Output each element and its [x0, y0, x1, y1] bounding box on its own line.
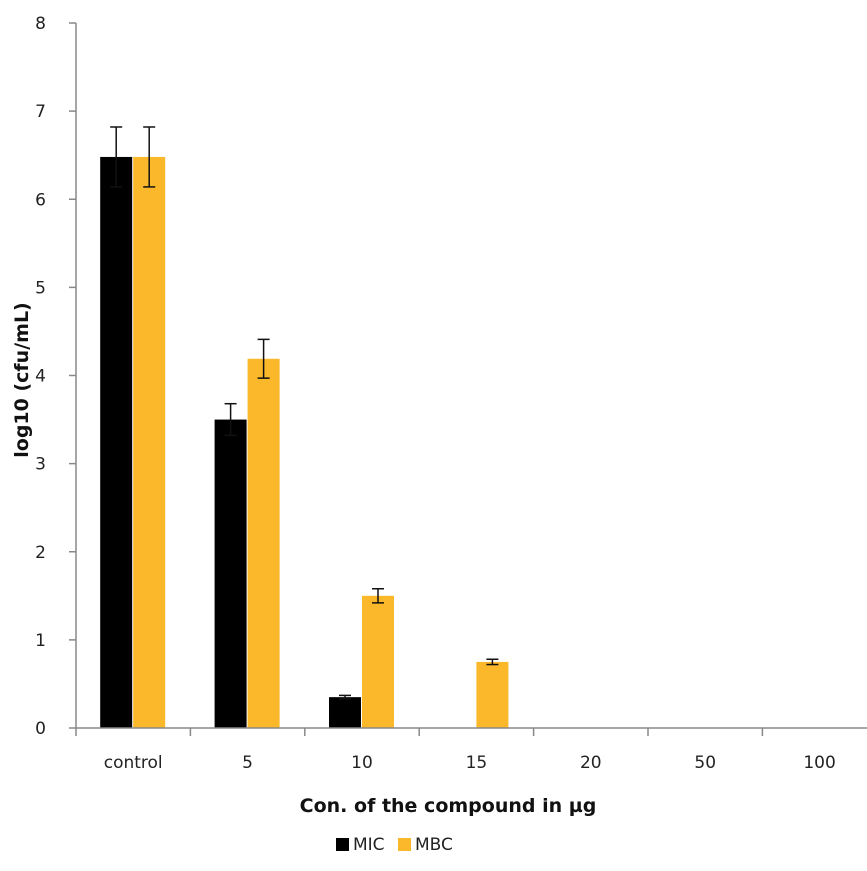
x-tick-label: 50: [694, 753, 716, 773]
bars-layer: [100, 156, 509, 728]
y-tick-label: 2: [35, 543, 46, 563]
bar-mic-control: [100, 156, 133, 728]
bar-mbc-15: [476, 661, 509, 728]
legend-swatch-mbc: [398, 838, 411, 851]
y-tick-label: 6: [35, 190, 46, 210]
error-bars-layer: [110, 126, 499, 700]
bar-mic-5: [214, 419, 247, 728]
x-tick-label: 5: [242, 753, 253, 773]
y-axis-title: log10 (cfu/mL): [11, 302, 33, 458]
y-tick-label: 7: [35, 102, 46, 122]
bar-mbc-control: [133, 156, 166, 728]
legend: MIC MBC: [336, 835, 453, 855]
ticks-layer: 0 1 2 3 4 5 6 7 8 control 5 10 15 20 50 100: [35, 14, 836, 773]
bar-mbc-10: [362, 595, 394, 728]
y-tick-label: 8: [35, 14, 46, 34]
legend-swatch-mic: [336, 838, 349, 851]
axes-layer: [75, 23, 867, 729]
y-tick-label: 3: [35, 455, 46, 475]
x-tick-label: control: [104, 753, 163, 773]
y-tick-label: 4: [35, 367, 46, 387]
x-tick-label: 15: [466, 753, 488, 773]
legend-label-mbc: MBC: [415, 835, 453, 855]
x-tick-label: 100: [803, 753, 835, 773]
x-axis-title: Con. of the compound in µg: [300, 795, 597, 817]
x-tick-label: 10: [351, 753, 373, 773]
y-tick-label: 0: [35, 719, 46, 739]
bar-mbc-5: [247, 358, 280, 728]
legend-label-mic: MIC: [353, 835, 385, 855]
bar-mic-10: [329, 697, 361, 728]
x-tick-label: 20: [580, 753, 602, 773]
y-tick-label: 1: [35, 631, 46, 651]
y-tick-label: 5: [35, 278, 46, 298]
